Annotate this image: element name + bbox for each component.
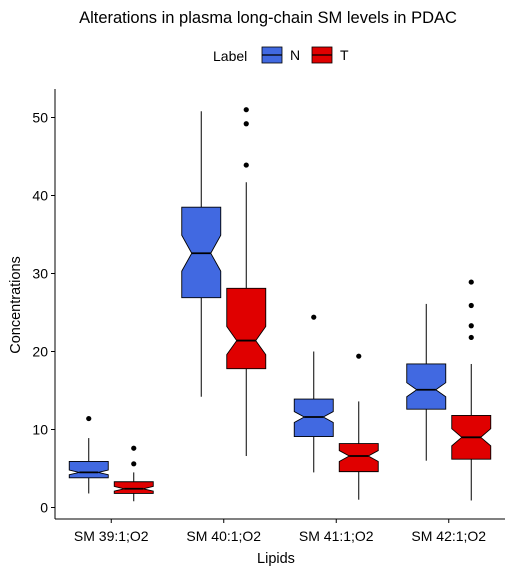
x-axis-ticks: SM 39:1;O2 SM 40:1;O2 SM 41:1;O2 SM 42:1;O2	[74, 519, 486, 544]
outlier-point	[311, 314, 317, 320]
x-tick-label: SM 40:1;O2	[186, 528, 261, 544]
box-N-2	[181, 111, 222, 397]
x-tick-label: SM 41:1;O2	[299, 528, 374, 544]
box-body	[68, 461, 109, 479]
x-tick-label: SM 42:1;O2	[411, 528, 486, 544]
y-axis-ticks: 0 10 20 30 40 50	[32, 110, 55, 516]
box-body	[113, 481, 154, 494]
outlier-point	[243, 107, 249, 113]
box-body	[406, 363, 447, 410]
y-tick-label: 30	[32, 266, 48, 282]
outlier-point	[468, 323, 474, 329]
box-T-4	[451, 279, 492, 501]
y-tick-label: 50	[32, 110, 48, 126]
y-tick-label: 20	[32, 344, 48, 360]
x-axis-title: Lipids	[257, 551, 295, 567]
outlier-point	[243, 121, 249, 127]
outlier-point	[468, 334, 474, 341]
box-body	[226, 287, 267, 370]
legend-title: Label	[213, 48, 247, 64]
box-T-2	[226, 107, 267, 457]
box-body	[338, 443, 379, 473]
box-T-1	[113, 445, 154, 502]
outlier-point	[86, 415, 92, 422]
box-N-3	[293, 314, 334, 473]
box-T-3	[338, 353, 379, 500]
legend-entry-N: N	[261, 46, 300, 64]
x-tick-label: SM 39:1;O2	[74, 528, 149, 544]
y-tick-label: 0	[40, 500, 48, 516]
y-tick-label: 10	[32, 422, 48, 438]
chart-title: Alterations in plasma long-chain SM leve…	[79, 9, 457, 27]
y-axis-title: Concentrations	[8, 256, 24, 354]
outlier-point	[131, 461, 137, 467]
outlier-point	[356, 353, 362, 359]
legend-entry-T: T	[311, 46, 349, 64]
outlier-point	[243, 162, 249, 168]
legend-label: N	[290, 47, 300, 63]
legend-label: T	[340, 47, 349, 63]
plot-area	[68, 107, 492, 502]
y-tick-label: 40	[32, 188, 48, 204]
box-N-4	[406, 303, 447, 461]
box-N-1	[68, 415, 109, 494]
outlier-point	[468, 302, 474, 309]
outlier-point	[468, 279, 474, 285]
outlier-point	[131, 445, 137, 451]
